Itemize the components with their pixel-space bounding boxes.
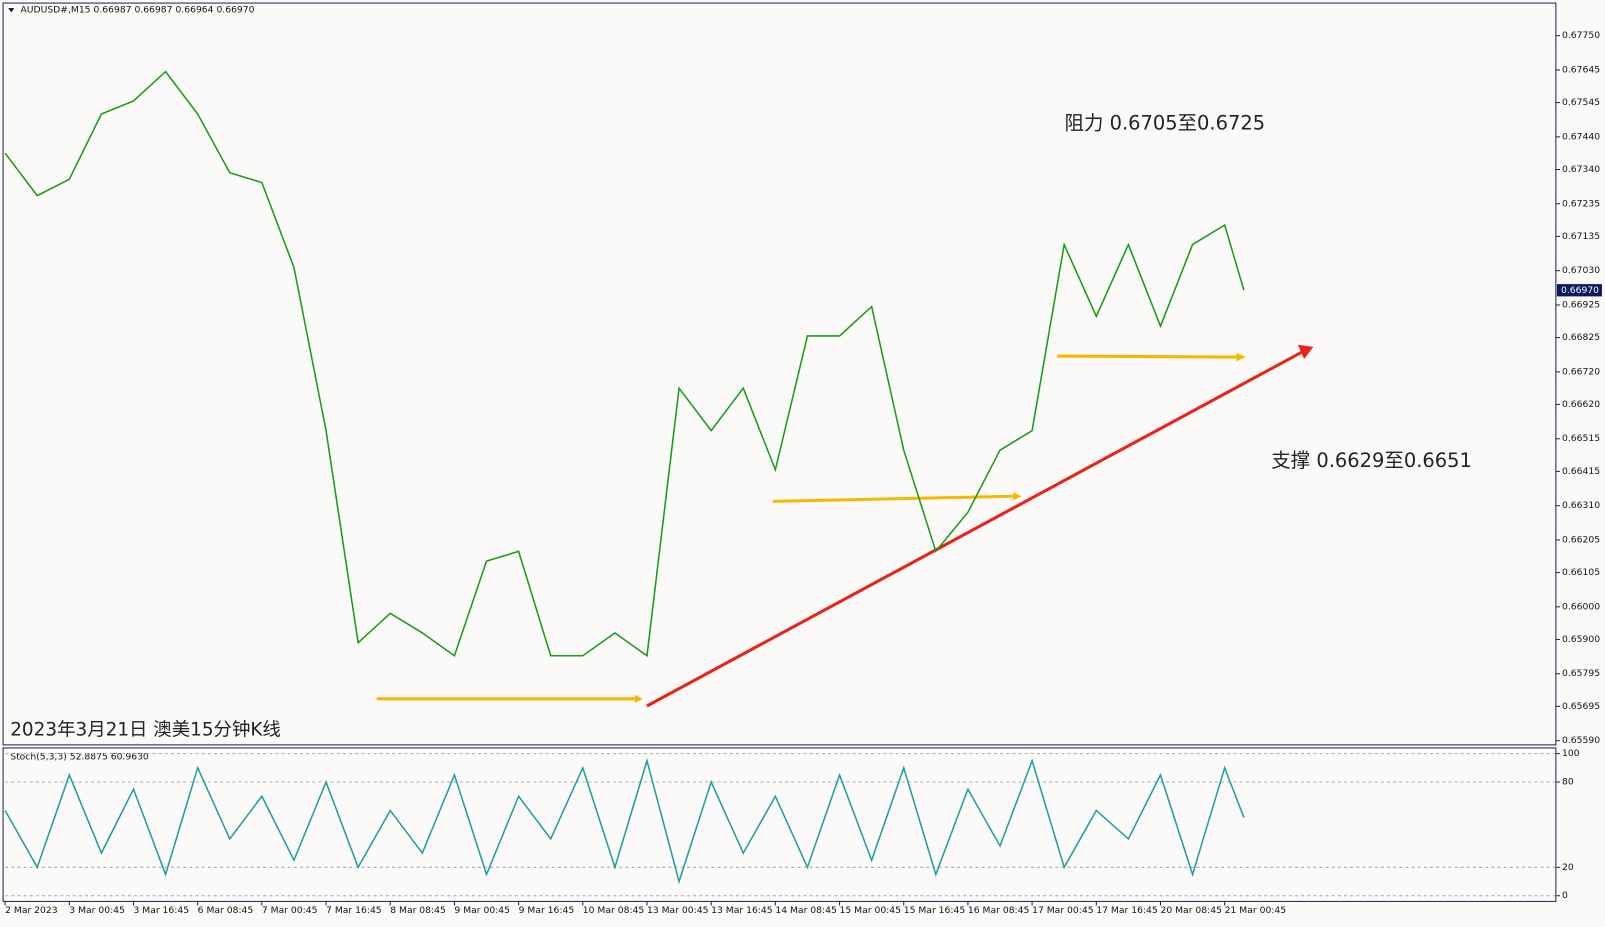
support-note: 支撑 0.6629至0.6651: [1271, 449, 1472, 472]
x-tick-label: 9 Mar 00:45: [454, 905, 510, 916]
x-tick-label: 10 Mar 08:45: [583, 905, 645, 916]
drawings: [376, 344, 1314, 708]
price-line: [4, 70, 1245, 658]
last-price-box: [1556, 284, 1602, 297]
y-tick-label: 0.67235: [1562, 198, 1600, 209]
y-tick-label: 0.65900: [1562, 634, 1600, 645]
x-tick-label: 15 Mar 16:45: [904, 905, 966, 916]
x-tick-label: 8 Mar 08:45: [390, 905, 446, 916]
x-tick-label: 20 Mar 08:45: [1160, 905, 1222, 916]
y-tick-label: 0.67135: [1562, 231, 1600, 242]
x-tick-label: 15 Mar 00:45: [840, 905, 902, 916]
y-tick-label: 0.66310: [1562, 500, 1600, 511]
x-tick-label: 17 Mar 16:45: [1096, 905, 1158, 916]
x-tick-label: 7 Mar 00:45: [262, 905, 318, 916]
y-tick-label: 100: [1562, 748, 1580, 759]
x-tick-label: 2 Mar 2023: [5, 905, 58, 916]
x-tick-label: 13 Mar 00:45: [647, 905, 709, 916]
resistance-note: 阻力 0.6705至0.6725: [1065, 111, 1266, 134]
stoch-header: Stoch(5,3,3) 52.8875 60.9630: [10, 752, 149, 763]
x-tick-label: 16 Mar 08:45: [968, 905, 1030, 916]
collapse-icon[interactable]: [8, 8, 15, 13]
y-tick-label: 0.67645: [1562, 64, 1600, 75]
y-tick-label: 0.67545: [1562, 97, 1600, 108]
y-tick-label: 0.66205: [1562, 534, 1600, 545]
last-price-label: 0.66970: [1561, 285, 1599, 296]
support-line: [1057, 354, 1237, 359]
arrow-head: [634, 694, 643, 703]
x-tick-label: 13 Mar 16:45: [711, 905, 773, 916]
x-tick-label: 17 Mar 00:45: [1032, 905, 1094, 916]
x-tick-label: 9 Mar 16:45: [519, 905, 575, 916]
trend-line: [646, 349, 1305, 708]
y-tick-label: 0.66105: [1562, 567, 1600, 578]
y-tick-label: 0.66620: [1562, 399, 1600, 410]
y-tick-label: 0.67750: [1562, 30, 1600, 41]
y-tick-label: 0.66000: [1562, 601, 1600, 612]
y-tick-label: 80: [1562, 777, 1574, 788]
price-panel: [2, 2, 1557, 746]
price-line: [4, 757, 1245, 885]
arrow-head: [1236, 352, 1246, 362]
stoch-panel: [2, 747, 1557, 902]
arrow-head: [1297, 344, 1314, 360]
y-tick-label: 0.67340: [1562, 164, 1600, 175]
y-tick-label: 0.66720: [1562, 366, 1600, 377]
x-tick-label: 14 Mar 08:45: [775, 905, 837, 916]
arrow-head: [1013, 492, 1022, 501]
symbol-header: AUDUSD#,M15 0.66987 0.66987 0.66964 0.66…: [20, 5, 254, 16]
y-tick-label: 0: [1562, 890, 1568, 901]
y-tick-label: 0.65795: [1562, 668, 1600, 679]
y-tick-label: 0.66515: [1562, 433, 1600, 444]
chart-caption: 2023年3月21日 澳美15分钟K线: [10, 720, 281, 741]
y-tick-label: 0.65695: [1562, 701, 1600, 712]
y-tick-label: 0.65590: [1562, 735, 1600, 746]
support-line: [772, 494, 1014, 503]
x-tick-label: 7 Mar 16:45: [326, 905, 382, 916]
x-tick-label: 21 Mar 00:45: [1225, 905, 1287, 916]
x-tick-label: 6 Mar 08:45: [198, 905, 254, 916]
y-tick-label: 0.66415: [1562, 466, 1600, 477]
x-tick-label: 3 Mar 16:45: [133, 905, 189, 916]
y-tick-label: 20: [1562, 862, 1574, 873]
y-tick-label: 0.67030: [1562, 265, 1600, 276]
y-tick-label: 0.67440: [1562, 131, 1600, 142]
y-tick-label: 0.66825: [1562, 332, 1600, 343]
x-tick-label: 3 Mar 00:45: [69, 905, 125, 916]
y-tick-label: 0.66925: [1562, 299, 1600, 310]
